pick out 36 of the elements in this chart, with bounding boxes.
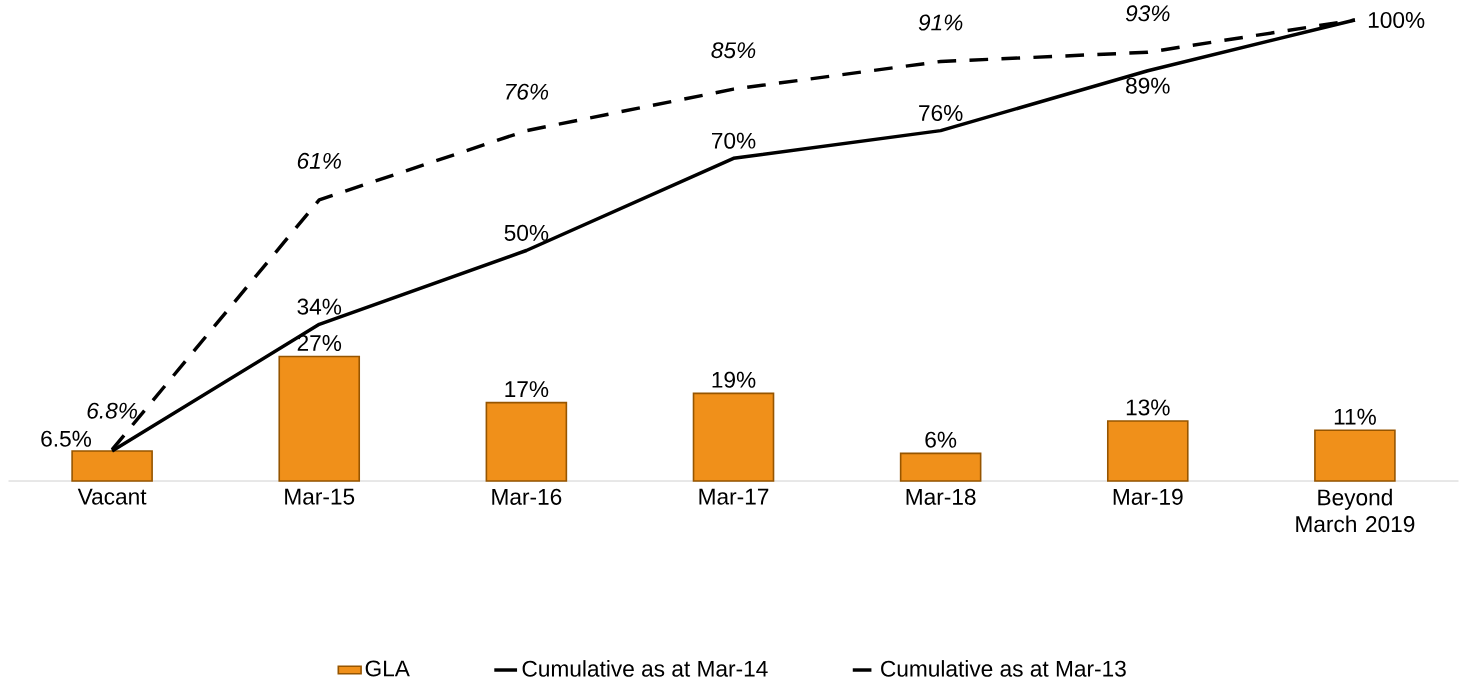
x-tick-label: Vacant <box>77 488 147 505</box>
data-label: 6.8% <box>87 402 137 419</box>
data-label: 61% <box>297 152 341 169</box>
data-label: 17% <box>505 381 549 398</box>
data-label: 76% <box>506 83 549 100</box>
x-tick-label: Mar-18 <box>906 488 976 505</box>
data-label: 27% <box>297 334 342 351</box>
data-label: 34% <box>297 298 342 315</box>
data-label: 19% <box>712 371 756 388</box>
bar <box>1106 420 1189 482</box>
data-label: 76% <box>919 104 963 122</box>
bar <box>1314 429 1396 482</box>
data-label: 100% <box>1368 11 1425 29</box>
data-label: 89% <box>1126 77 1170 94</box>
legend-label: GLA <box>365 660 410 677</box>
legend-label: Cumulative as at Mar-14 <box>522 660 768 677</box>
bar <box>692 392 775 482</box>
data-label: 6.5% <box>41 430 92 447</box>
data-label: 85% <box>711 42 756 59</box>
bar <box>71 450 153 482</box>
x-tick-label: Mar-15 <box>285 488 355 505</box>
data-label: 6% <box>925 431 957 448</box>
x-tick-label: Mar-19 <box>1113 488 1183 505</box>
data-label: 11% <box>1334 408 1376 425</box>
data-label: 70% <box>712 132 756 149</box>
x-tick-label: Mar-17 <box>699 488 769 505</box>
data-label: 50% <box>504 224 549 241</box>
data-label: 13% <box>1126 399 1170 416</box>
data-label: 93% <box>1125 5 1170 22</box>
legend-label: Cumulative as at Mar-13 <box>881 660 1126 677</box>
bar <box>278 355 361 482</box>
bar <box>899 452 982 482</box>
bar <box>485 401 568 482</box>
x-tick-label: Mar-16 <box>492 488 562 505</box>
data-label: 91% <box>918 14 963 31</box>
x-tick-label: Beyond March 2019 <box>1296 488 1415 533</box>
